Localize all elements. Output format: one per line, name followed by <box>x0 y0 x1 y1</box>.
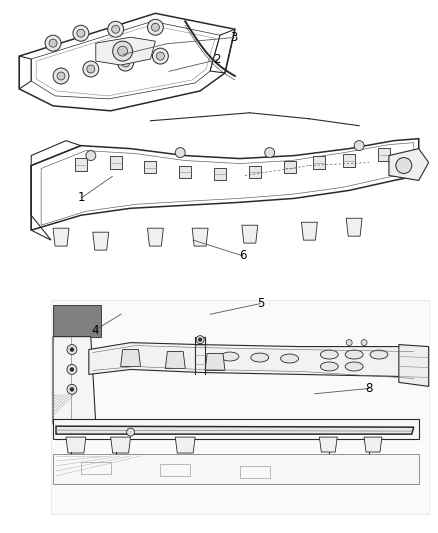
Circle shape <box>112 25 120 33</box>
Ellipse shape <box>251 353 268 362</box>
Circle shape <box>73 25 89 41</box>
Polygon shape <box>148 228 163 246</box>
Circle shape <box>196 336 204 344</box>
Circle shape <box>148 19 163 35</box>
Circle shape <box>70 348 74 352</box>
Circle shape <box>70 367 74 372</box>
Circle shape <box>67 384 77 394</box>
Circle shape <box>118 55 134 71</box>
Text: 2: 2 <box>213 53 221 66</box>
Polygon shape <box>165 352 185 368</box>
Circle shape <box>354 141 364 151</box>
Polygon shape <box>283 160 296 173</box>
Polygon shape <box>179 166 191 179</box>
Polygon shape <box>242 225 258 243</box>
Text: 1: 1 <box>78 191 86 204</box>
Circle shape <box>152 23 159 31</box>
Circle shape <box>67 365 77 375</box>
Polygon shape <box>93 232 109 250</box>
Polygon shape <box>314 156 325 168</box>
Polygon shape <box>53 337 96 424</box>
Circle shape <box>118 46 127 56</box>
Circle shape <box>265 148 275 158</box>
Text: 6: 6 <box>239 249 247 262</box>
Polygon shape <box>145 160 156 173</box>
Ellipse shape <box>320 350 338 359</box>
Polygon shape <box>389 149 429 181</box>
Ellipse shape <box>345 350 363 359</box>
Circle shape <box>175 148 185 158</box>
Circle shape <box>87 65 95 73</box>
Polygon shape <box>319 437 337 452</box>
Polygon shape <box>110 156 122 168</box>
Polygon shape <box>53 419 419 439</box>
Circle shape <box>49 39 57 47</box>
Polygon shape <box>192 228 208 246</box>
Polygon shape <box>56 426 414 434</box>
Polygon shape <box>111 437 131 453</box>
Circle shape <box>67 345 77 354</box>
Polygon shape <box>378 148 390 160</box>
Circle shape <box>361 340 367 345</box>
Polygon shape <box>96 37 155 65</box>
Circle shape <box>113 41 133 61</box>
Polygon shape <box>51 300 429 514</box>
Circle shape <box>346 340 352 345</box>
Circle shape <box>86 151 96 160</box>
Polygon shape <box>346 218 362 236</box>
Polygon shape <box>214 167 226 181</box>
Polygon shape <box>75 158 87 171</box>
Circle shape <box>108 21 124 37</box>
Polygon shape <box>53 454 419 484</box>
Circle shape <box>45 35 61 51</box>
Ellipse shape <box>221 352 239 361</box>
Ellipse shape <box>370 350 388 359</box>
Polygon shape <box>249 166 261 179</box>
Circle shape <box>53 68 69 84</box>
Circle shape <box>127 428 134 436</box>
Circle shape <box>122 59 130 67</box>
Polygon shape <box>175 437 195 453</box>
Ellipse shape <box>281 354 298 363</box>
Ellipse shape <box>320 362 338 371</box>
Circle shape <box>57 72 65 80</box>
Polygon shape <box>53 228 69 246</box>
Text: 3: 3 <box>230 31 238 44</box>
Text: 8: 8 <box>365 382 373 395</box>
Polygon shape <box>120 350 141 367</box>
Polygon shape <box>399 345 429 386</box>
Circle shape <box>396 158 412 173</box>
Polygon shape <box>205 353 225 370</box>
Ellipse shape <box>345 362 363 371</box>
Polygon shape <box>53 305 101 337</box>
Circle shape <box>77 29 85 37</box>
Circle shape <box>83 61 99 77</box>
Polygon shape <box>364 437 382 452</box>
Circle shape <box>198 338 201 341</box>
Circle shape <box>70 387 74 391</box>
Text: 4: 4 <box>91 324 99 337</box>
Text: 5: 5 <box>257 297 264 310</box>
Circle shape <box>152 48 168 64</box>
Polygon shape <box>89 343 419 382</box>
Polygon shape <box>301 222 318 240</box>
Polygon shape <box>343 154 355 166</box>
Circle shape <box>156 52 164 60</box>
Polygon shape <box>66 437 86 453</box>
